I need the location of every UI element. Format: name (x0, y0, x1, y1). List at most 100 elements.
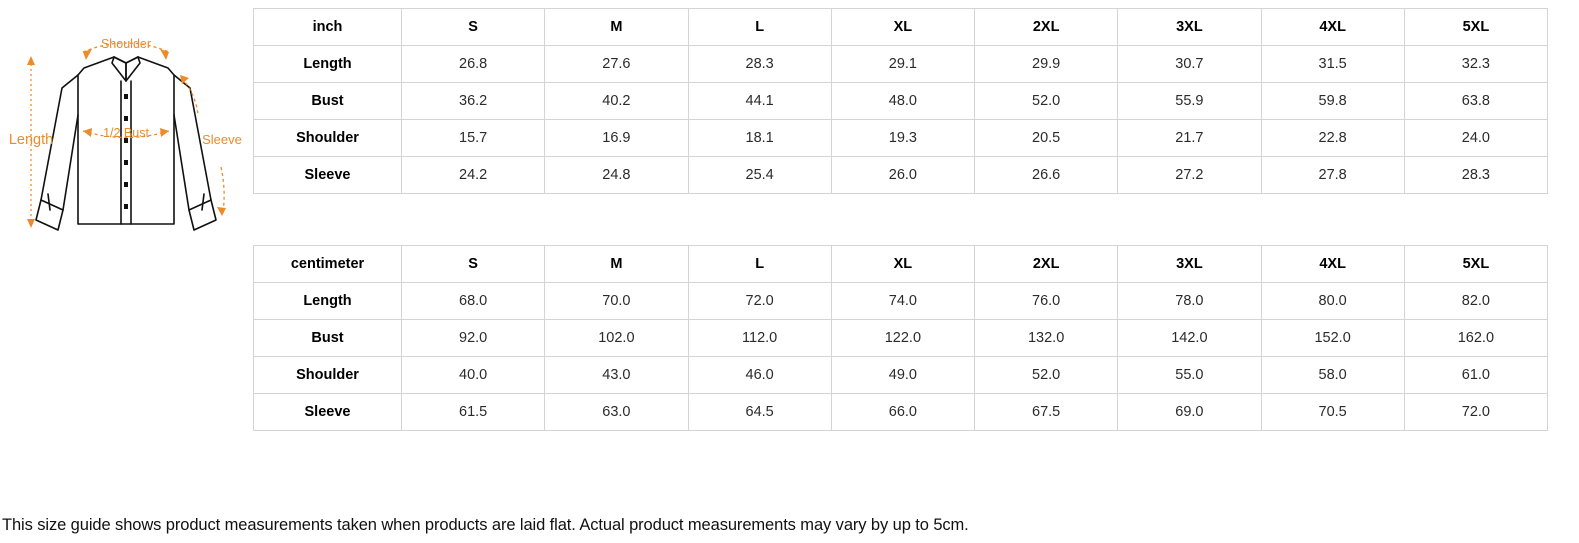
cell-inch-length-s: 26.8 (400, 45, 546, 83)
column-header-5xl: 5XL (1403, 8, 1549, 46)
cell-inch-bust-2xl: 52.0 (973, 82, 1119, 120)
cell-inch-sleeve-2xl: 26.6 (973, 156, 1119, 194)
row-label-bust: Bust (253, 82, 402, 120)
cell-cm-length-l: 72.0 (687, 282, 832, 320)
row-label-shoulder: Shoulder (253, 119, 402, 157)
cell-cm-shoulder-5xl: 61.0 (1403, 356, 1549, 394)
table-row: Shoulder 40.0 43.0 46.0 49.0 52.0 55.0 5… (253, 356, 1549, 394)
cell-inch-sleeve-5xl: 28.3 (1403, 156, 1549, 194)
cell-cm-bust-5xl: 162.0 (1403, 319, 1549, 357)
table-header-row: inch S M L XL 2XL 3XL 4XL 5XL (253, 8, 1549, 46)
cell-inch-shoulder-3xl: 21.7 (1117, 119, 1262, 157)
cell-cm-sleeve-3xl: 69.0 (1117, 393, 1262, 431)
cell-cm-sleeve-2xl: 67.5 (973, 393, 1119, 431)
row-label-sleeve: Sleeve (253, 156, 402, 194)
row-label-bust: Bust (253, 319, 402, 357)
cell-cm-sleeve-4xl: 70.5 (1260, 393, 1405, 431)
cell-inch-length-xl: 29.1 (830, 45, 976, 83)
table-header-row: centimeter S M L XL 2XL 3XL 4XL 5XL (253, 245, 1549, 283)
cell-inch-shoulder-2xl: 20.5 (973, 119, 1119, 157)
cell-cm-sleeve-m: 63.0 (544, 393, 689, 431)
cell-inch-bust-s: 36.2 (400, 82, 546, 120)
table-row: Sleeve 24.2 24.8 25.4 26.0 26.6 27.2 27.… (253, 156, 1549, 194)
cell-cm-sleeve-s: 61.5 (400, 393, 546, 431)
cell-cm-length-5xl: 82.0 (1403, 282, 1549, 320)
cell-cm-sleeve-l: 64.5 (687, 393, 832, 431)
column-header-l: L (687, 8, 832, 46)
cell-cm-shoulder-2xl: 52.0 (973, 356, 1119, 394)
row-label-length: Length (253, 282, 402, 320)
cell-cm-shoulder-s: 40.0 (400, 356, 546, 394)
size-table-centimeter: centimeter S M L XL 2XL 3XL 4XL 5XL Leng… (253, 245, 1549, 431)
cell-cm-bust-3xl: 142.0 (1117, 319, 1262, 357)
table-row: Sleeve 61.5 63.0 64.5 66.0 67.5 69.0 70.… (253, 393, 1549, 431)
column-header-3xl: 3XL (1117, 8, 1262, 46)
cell-cm-shoulder-xl: 49.0 (830, 356, 976, 394)
table-row: Bust 92.0 102.0 112.0 122.0 132.0 142.0 … (253, 319, 1549, 357)
column-header-5xl: 5XL (1403, 245, 1549, 283)
column-header-2xl: 2XL (973, 8, 1119, 46)
cell-inch-shoulder-l: 18.1 (687, 119, 832, 157)
size-guide-disclaimer: This size guide shows product measuremen… (2, 516, 969, 534)
cell-inch-bust-4xl: 59.8 (1260, 82, 1405, 120)
cell-inch-bust-3xl: 55.9 (1117, 82, 1262, 120)
column-header-3xl: 3XL (1117, 245, 1262, 283)
column-header-m: M (544, 8, 689, 46)
cell-inch-shoulder-5xl: 24.0 (1403, 119, 1549, 157)
cell-cm-length-m: 70.0 (544, 282, 689, 320)
cell-inch-bust-xl: 48.0 (830, 82, 976, 120)
cell-cm-shoulder-l: 46.0 (687, 356, 832, 394)
cell-inch-sleeve-s: 24.2 (400, 156, 546, 194)
diagram-label-length: Length (9, 132, 53, 148)
unit-header-centimeter: centimeter (253, 245, 402, 283)
cell-inch-sleeve-4xl: 27.8 (1260, 156, 1405, 194)
cell-cm-shoulder-m: 43.0 (544, 356, 689, 394)
column-header-xl: XL (830, 8, 976, 46)
cell-inch-length-2xl: 29.9 (973, 45, 1119, 83)
unit-header-inch: inch (253, 8, 402, 46)
cell-inch-sleeve-l: 25.4 (687, 156, 832, 194)
cell-cm-bust-l: 112.0 (687, 319, 832, 357)
cell-cm-length-2xl: 76.0 (973, 282, 1119, 320)
diagram-label-sleeve: Sleeve (202, 132, 242, 147)
cell-inch-length-5xl: 32.3 (1403, 45, 1549, 83)
table-row: Shoulder 15.7 16.9 18.1 19.3 20.5 21.7 2… (253, 119, 1549, 157)
cell-cm-length-xl: 74.0 (830, 282, 976, 320)
row-label-length: Length (253, 45, 402, 83)
cell-inch-bust-5xl: 63.8 (1403, 82, 1549, 120)
cell-cm-shoulder-3xl: 55.0 (1117, 356, 1262, 394)
cell-cm-bust-m: 102.0 (544, 319, 689, 357)
cell-cm-bust-2xl: 132.0 (973, 319, 1119, 357)
cell-inch-length-3xl: 30.7 (1117, 45, 1262, 83)
cell-inch-shoulder-xl: 19.3 (830, 119, 976, 157)
cell-cm-length-3xl: 78.0 (1117, 282, 1262, 320)
size-table-inch: inch S M L XL 2XL 3XL 4XL 5XL Length 26.… (253, 8, 1549, 194)
table-row: Bust 36.2 40.2 44.1 48.0 52.0 55.9 59.8 … (253, 82, 1549, 120)
column-header-4xl: 4XL (1260, 8, 1405, 46)
cell-inch-length-4xl: 31.5 (1260, 45, 1405, 83)
cell-inch-shoulder-m: 16.9 (544, 119, 689, 157)
column-header-s: S (400, 8, 546, 46)
column-header-xl: XL (830, 245, 976, 283)
cell-inch-length-l: 28.3 (687, 45, 832, 83)
row-label-shoulder: Shoulder (253, 356, 402, 394)
shirt-measurement-diagram: Shoulder 1/2 Bust Length Sleeve (0, 22, 252, 237)
cell-inch-shoulder-s: 15.7 (400, 119, 546, 157)
cell-inch-bust-m: 40.2 (544, 82, 689, 120)
table-row: Length 26.8 27.6 28.3 29.1 29.9 30.7 31.… (253, 45, 1549, 83)
cell-cm-bust-s: 92.0 (400, 319, 546, 357)
cell-inch-sleeve-xl: 26.0 (830, 156, 976, 194)
cell-cm-shoulder-4xl: 58.0 (1260, 356, 1405, 394)
cell-inch-bust-l: 44.1 (687, 82, 832, 120)
column-header-2xl: 2XL (973, 245, 1119, 283)
cell-inch-shoulder-4xl: 22.8 (1260, 119, 1405, 157)
row-label-sleeve: Sleeve (253, 393, 402, 431)
cell-cm-sleeve-xl: 66.0 (830, 393, 976, 431)
diagram-label-shoulder: Shoulder (101, 37, 151, 51)
column-header-m: M (544, 245, 689, 283)
column-header-l: L (687, 245, 832, 283)
cell-cm-length-4xl: 80.0 (1260, 282, 1405, 320)
cell-inch-length-m: 27.6 (544, 45, 689, 83)
cell-cm-bust-xl: 122.0 (830, 319, 976, 357)
cell-inch-sleeve-3xl: 27.2 (1117, 156, 1262, 194)
